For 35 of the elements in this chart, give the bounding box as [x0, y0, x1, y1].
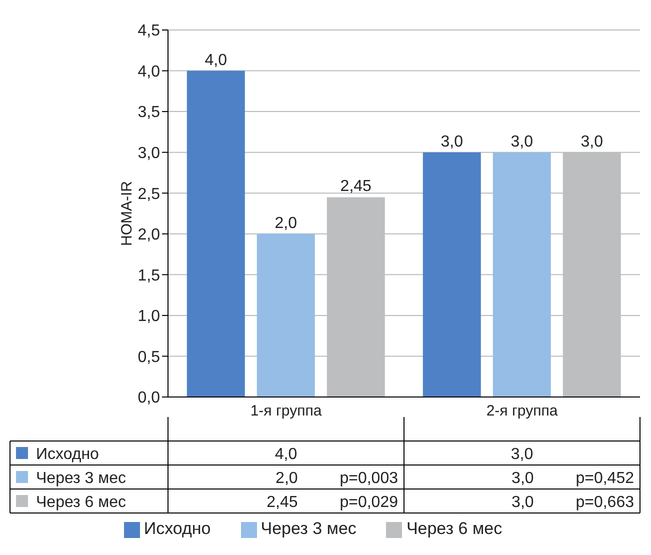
data-label: 3,0	[512, 494, 534, 511]
y-tick-label: 0,5	[138, 348, 160, 366]
data-label: 2,0	[276, 470, 298, 487]
y-tick-label: 4,0	[138, 63, 160, 80]
y-tick-label: 2,5	[138, 186, 160, 203]
y-tick-label: 0,0	[138, 390, 160, 407]
y-tick-label: 1,5	[138, 267, 160, 284]
data-label: 2,45	[266, 494, 298, 511]
y-axis-title: HOMA-IR	[118, 180, 136, 246]
x-tick-label: 1-я группа	[250, 402, 322, 420]
text: 3,0	[510, 133, 534, 150]
text: p=0,003	[340, 470, 398, 487]
text: p=0,452	[576, 470, 634, 487]
text: Через 3 мес	[36, 470, 126, 487]
y-tick-label: 2,0	[138, 226, 160, 244]
text: 3,0	[440, 133, 464, 150]
y-tick-label: 4,5	[138, 22, 160, 40]
text: Через 6 мес	[36, 494, 126, 511]
y-tick-label: 3,0	[138, 145, 160, 162]
text: 2,45	[340, 178, 372, 196]
text: 4,0	[204, 52, 228, 69]
data-label: 3,0	[510, 446, 534, 463]
text: 3,0	[580, 133, 604, 150]
text: p=0,663	[576, 494, 634, 511]
data-label: 3,0	[512, 470, 534, 487]
x-tick-label: 2-я группа	[486, 402, 558, 420]
text: Исходно	[144, 519, 211, 538]
y-tick-label: 1,0	[138, 308, 160, 326]
legend-label: Через 3 мес	[260, 519, 356, 538]
data-label: 4,0	[274, 446, 298, 463]
text: p=0,029	[340, 494, 398, 511]
text: 2,0	[274, 214, 298, 232]
y-tick-label: 3,5	[138, 104, 160, 122]
legend-label: Через 6 мес	[406, 519, 502, 538]
legend-label: Исходно	[36, 446, 100, 463]
